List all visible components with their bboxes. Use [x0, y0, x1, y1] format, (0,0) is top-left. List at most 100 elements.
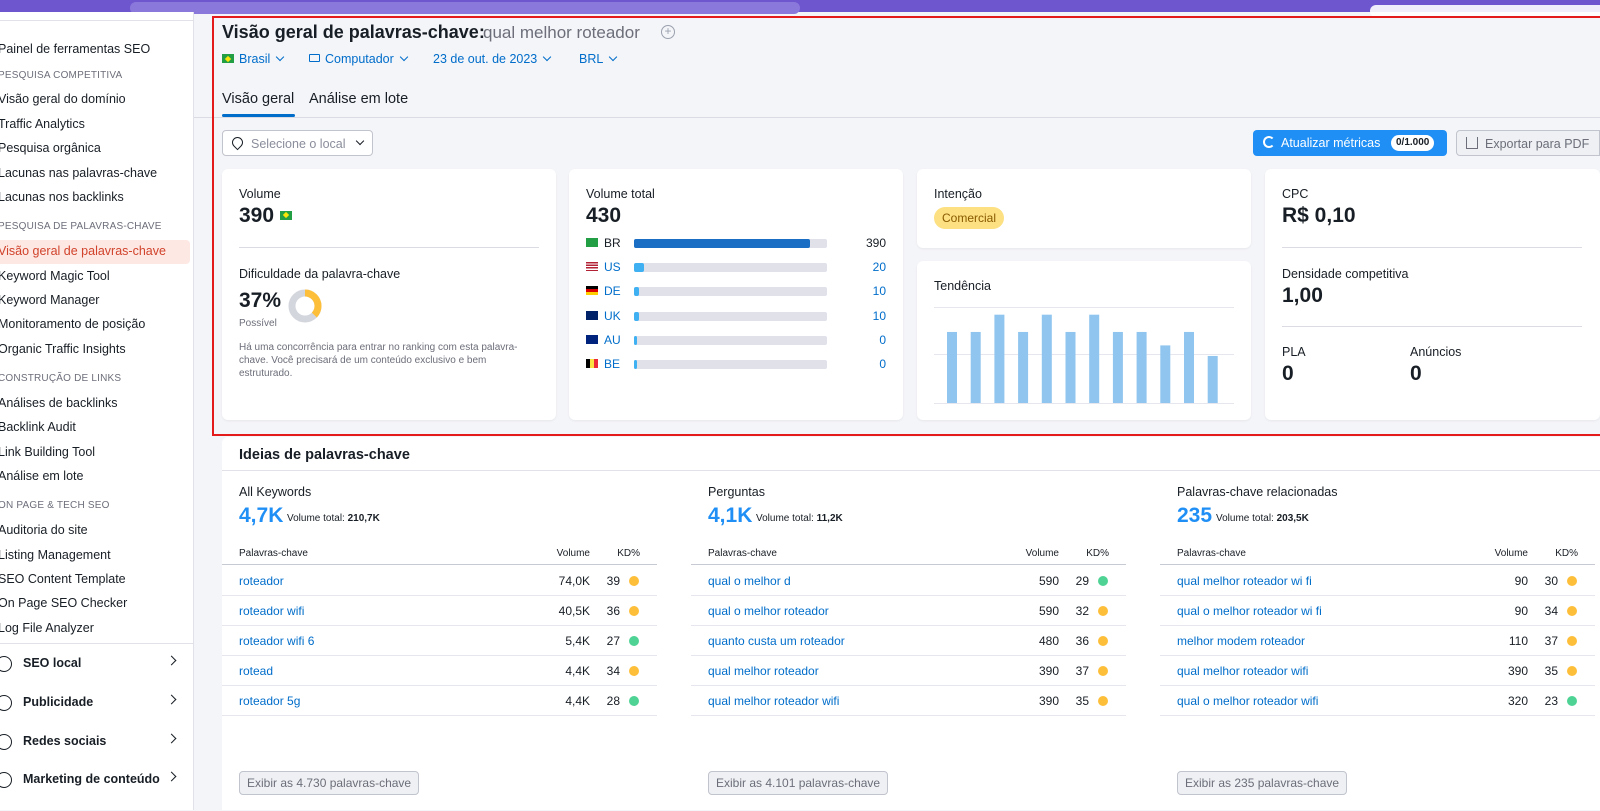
total-volume-number: 210,7K	[347, 513, 380, 524]
keyword-link[interactable]: qual melhor roteador wi fi	[1177, 574, 1312, 588]
country-volume-value[interactable]: 10	[872, 284, 886, 299]
sidebar-item-link-building-tool[interactable]: Link Building Tool	[0, 445, 96, 459]
keyword-link[interactable]: qual o melhor roteador wi fi	[1177, 604, 1322, 618]
ideas-table-header: Palavras-chave Volume KD%	[691, 543, 1126, 565]
density-value: 1,00	[1282, 284, 1323, 307]
keyword-link[interactable]: qual o melhor roteador wifi	[1177, 694, 1319, 708]
col-volume-header[interactable]: Volume	[1025, 548, 1059, 559]
sidebar-section-construcao-de-links: CONSTRUÇÃO DE LINKS	[0, 373, 122, 384]
col-keyword-header[interactable]: Palavras-chave	[239, 548, 308, 559]
update-metrics-button[interactable]: Atualizar métricas 0/1.000	[1253, 130, 1447, 156]
sidebar-item-log-file-analyzer[interactable]: Log File Analyzer	[0, 621, 94, 635]
country-code[interactable]: UK	[604, 308, 621, 323]
col-kd-header[interactable]: KD%	[1555, 548, 1578, 559]
trend-bar	[947, 331, 957, 403]
col-kd-header[interactable]: KD%	[617, 548, 640, 559]
currency-filter[interactable]: BRL	[579, 52, 618, 66]
sidebar-group-label: Marketing de conteúdo	[23, 772, 160, 786]
trend-bar	[1207, 355, 1218, 403]
show-all-keywords-button[interactable]: Exibir as 235 palavras-chave	[1177, 771, 1348, 795]
col-kd-header[interactable]: KD%	[1086, 548, 1109, 559]
device-filter[interactable]: Computador	[309, 52, 409, 66]
col-volume-header[interactable]: Volume	[556, 548, 590, 559]
sidebar-item-pesquisa-organica[interactable]: Pesquisa orgânica	[0, 141, 101, 155]
kd-level-dot	[1098, 696, 1108, 706]
export-pdf-button[interactable]: Exportar para PDF	[1456, 130, 1600, 156]
show-all-keywords-button[interactable]: Exibir as 4.101 palavras-chave	[708, 771, 889, 795]
sidebar-item-visao-geral-do-dominio[interactable]: Visão geral do domínio	[0, 92, 126, 106]
keyword-link[interactable]: qual o melhor d	[708, 574, 791, 588]
country-volume-value[interactable]: 20	[872, 260, 886, 275]
keyword-link[interactable]: rotead	[239, 664, 274, 678]
kd-level-dot	[1098, 636, 1108, 646]
tab-visao-geral[interactable]: Visão geral	[222, 91, 295, 107]
top-right-control[interactable]	[1370, 5, 1600, 17]
country-volume-value[interactable]: 10	[872, 308, 886, 323]
sidebar-item-traffic-analytics[interactable]: Traffic Analytics	[0, 117, 85, 131]
keyword-link[interactable]: quanto custa um roteador	[708, 634, 845, 648]
keyword-volume: 4,4K	[565, 664, 590, 678]
sidebar-item-analises-de-backlinks[interactable]: Análises de backlinks	[0, 396, 118, 410]
kd-level-dot	[629, 576, 639, 586]
sidebar-item-lacunas-nos-backlinks[interactable]: Lacunas nos backlinks	[0, 190, 124, 204]
kd-level-dot	[1098, 606, 1108, 616]
trend-bar	[1136, 331, 1147, 403]
total-volume-number: 203,5K	[1276, 513, 1309, 524]
sidebar-group-redes-sociais[interactable]: Redes sociais	[0, 730, 193, 754]
kd-level-dot	[1567, 666, 1577, 676]
country-code[interactable]: AU	[604, 332, 621, 347]
cpc-value: R$ 0,10	[1282, 204, 1356, 227]
sidebar-item-visao-geral-de-palavras-chave[interactable]: Visão geral de palavras-chave	[0, 244, 166, 258]
add-keyword-icon[interactable]: +	[661, 25, 675, 39]
keyword-link[interactable]: roteador wifi 6	[239, 634, 315, 648]
keyword-link[interactable]: qual melhor roteador	[708, 664, 819, 678]
location-select[interactable]: Selecione o local	[222, 130, 373, 156]
ideas-count[interactable]: 4,1K	[708, 504, 753, 527]
col-volume-header[interactable]: Volume	[1494, 548, 1528, 559]
country-filter[interactable]: Brasil	[222, 52, 285, 66]
keyword-link[interactable]: melhor modem roteador	[1177, 634, 1306, 648]
col-keyword-header[interactable]: Palavras-chave	[1177, 548, 1246, 559]
sidebar-item-auditoria-do-site[interactable]: Auditoria do site	[0, 523, 88, 537]
tab-analise-em-lote[interactable]: Análise em lote	[309, 91, 409, 107]
sidebar-item-backlink-audit[interactable]: Backlink Audit	[0, 420, 76, 434]
sidebar-item-seo-content-template[interactable]: SEO Content Template	[0, 572, 126, 586]
sidebar-item-on-page-seo-checker[interactable]: On Page SEO Checker	[0, 596, 128, 610]
show-all-keywords-button[interactable]: Exibir as 4.730 palavras-chave	[239, 771, 420, 795]
trend-bar	[1018, 331, 1029, 403]
ideas-count[interactable]: 235	[1177, 504, 1213, 527]
flag-de-icon	[586, 286, 598, 296]
sidebar-group-publicidade[interactable]: Publicidade	[0, 691, 193, 715]
ideas-count[interactable]: 4,7K	[239, 504, 284, 527]
sidebar-item-listing-management[interactable]: Listing Management	[0, 548, 111, 562]
keyword-link[interactable]: roteador	[239, 574, 284, 588]
top-search-bar[interactable]	[130, 2, 800, 14]
sidebar-item-lacunas-nas-palavras-chave[interactable]: Lacunas nas palavras-chave	[0, 166, 158, 180]
country-volume-bar	[634, 263, 827, 273]
keyword-link[interactable]: qual o melhor roteador	[708, 604, 829, 618]
sidebar-item-painel-de-ferramentas-seo[interactable]: Painel de ferramentas SEO	[0, 42, 151, 56]
keyword-link[interactable]: roteador wifi	[239, 604, 305, 618]
country-code[interactable]: BE	[604, 357, 621, 371]
sidebar-group-marketing-de-conteudo[interactable]: Marketing de conteúdo	[0, 768, 193, 792]
brazil-flag-icon	[222, 54, 234, 64]
sidebar-item-monitoramento-de-posicao[interactable]: Monitoramento de posição	[0, 317, 146, 331]
country-volume-value[interactable]: 0	[879, 332, 886, 347]
sidebar-item-analise-em-lote[interactable]: Análise em lote	[0, 469, 84, 483]
keyword-link[interactable]: qual melhor roteador wifi	[1177, 664, 1309, 678]
keyword-kd: 30	[1544, 574, 1558, 588]
date-filter[interactable]: 23 de out. de 2023	[433, 52, 552, 66]
col-keyword-header[interactable]: Palavras-chave	[708, 548, 777, 559]
keyword-volume: 480	[1038, 634, 1059, 648]
country-code[interactable]: DE	[604, 284, 621, 299]
sidebar-item-keyword-manager[interactable]: Keyword Manager	[0, 293, 100, 307]
update-metrics-label: Atualizar métricas	[1281, 136, 1381, 150]
keyword-link[interactable]: qual melhor roteador wifi	[708, 694, 840, 708]
keyword-link[interactable]: roteador 5g	[239, 694, 301, 708]
table-row: roteador wifi 40,5K 36	[222, 596, 657, 626]
sidebar-item-organic-traffic-insights[interactable]: Organic Traffic Insights	[0, 342, 126, 356]
country-volume-value[interactable]: 0	[879, 357, 886, 371]
sidebar-item-keyword-magic-tool[interactable]: Keyword Magic Tool	[0, 269, 110, 283]
sidebar-group-seo-local[interactable]: SEO local	[0, 652, 193, 676]
country-code[interactable]: US	[604, 260, 621, 275]
